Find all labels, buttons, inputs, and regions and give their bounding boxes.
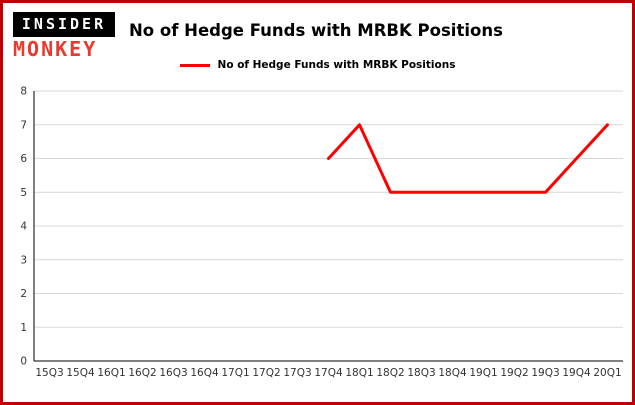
y-tick-label: 1	[20, 322, 27, 334]
y-tick-label: 7	[20, 119, 27, 131]
x-tick-label: 17Q3	[283, 367, 311, 379]
legend: No of Hedge Funds with MRBK Positions	[3, 59, 632, 71]
series-line	[327, 123, 609, 194]
y-tick-label: 0	[20, 356, 27, 368]
x-tick-label: 19Q4	[562, 367, 591, 379]
chart-title: No of Hedge Funds with MRBK Positions	[129, 21, 503, 40]
insider-monkey-logo: INSIDER MONKEY	[13, 12, 115, 59]
x-tick-label: 19Q2	[500, 367, 528, 379]
x-tick-label: 20Q1	[593, 367, 621, 379]
x-tick-label: 17Q2	[252, 367, 280, 379]
y-tick-label: 2	[20, 288, 27, 300]
legend-label: No of Hedge Funds with MRBK Positions	[217, 59, 456, 71]
x-tick-label: 17Q4	[314, 367, 343, 379]
y-tick-label: 8	[20, 86, 27, 98]
logo-monkey-text: MONKEY	[13, 37, 98, 61]
x-tick-label: 18Q3	[407, 367, 435, 379]
x-tick-label: 16Q2	[128, 367, 156, 379]
y-tick-label: 4	[20, 221, 27, 233]
x-tick-label: 19Q1	[469, 367, 497, 379]
x-tick-label: 18Q1	[345, 367, 373, 379]
logo-insider-text: INSIDER	[13, 12, 115, 37]
x-tick-label: 16Q3	[159, 367, 187, 379]
header: INSIDER MONKEY No of Hedge Funds with MR…	[13, 12, 503, 59]
y-tick-label: 5	[20, 187, 27, 199]
x-tick-label: 15Q4	[66, 367, 95, 379]
x-tick-label: 16Q4	[190, 367, 219, 379]
x-tick-label: 16Q1	[97, 367, 125, 379]
y-tick-label: 3	[20, 254, 27, 266]
x-tick-label: 19Q3	[531, 367, 559, 379]
y-tick-label: 6	[20, 153, 27, 165]
x-tick-label: 17Q1	[221, 367, 249, 379]
x-tick-label: 15Q3	[35, 367, 63, 379]
legend-line-swatch	[179, 63, 210, 67]
x-tick-label: 18Q4	[438, 367, 467, 379]
x-tick-label: 18Q2	[376, 367, 404, 379]
